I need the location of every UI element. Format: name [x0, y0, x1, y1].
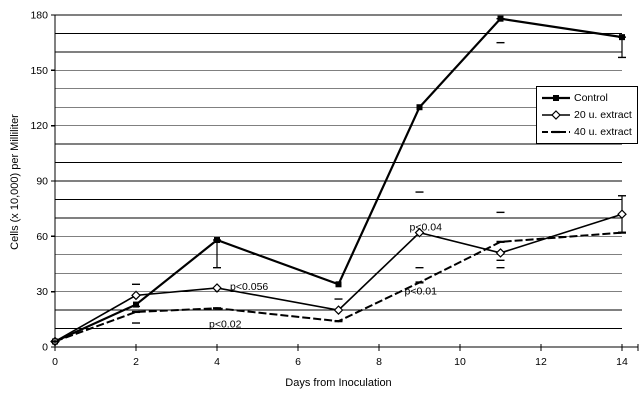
marker-open-diamond — [131, 290, 141, 301]
x-tick-label: 2 — [133, 356, 139, 368]
legend-swatch-control-icon — [542, 95, 570, 101]
annotation-p-value: p<0.02 — [209, 318, 242, 330]
marker-filled-square — [335, 281, 342, 288]
y-axis-title: Cells (x 10,000) per Milliliter — [9, 114, 21, 250]
x-tick-label: 14 — [616, 356, 628, 368]
marker-open-diamond — [495, 248, 506, 258]
legend-label-40u-extract: 40 u. extract — [574, 125, 632, 138]
x-tick-label: 10 — [454, 356, 466, 368]
y-tick-label: 150 — [30, 65, 48, 77]
series-markers-20u — [50, 209, 627, 347]
x-tick-label: 6 — [295, 356, 301, 368]
legend-swatch-40u-icon — [542, 130, 570, 134]
y-tick-label: 0 — [42, 342, 48, 354]
series-line-20u — [54, 213, 623, 343]
y-tick-label: 60 — [36, 231, 48, 243]
series-line-control — [54, 17, 623, 343]
legend-label-control: Control — [574, 91, 608, 104]
marker-filled-square — [619, 34, 625, 41]
annotation-p-value: p<0.056 — [230, 281, 268, 293]
y-tick-label: 30 — [36, 286, 48, 298]
marker-filled-square — [133, 301, 139, 308]
marker-filled-square — [553, 95, 559, 101]
marker-open-diamond — [414, 227, 425, 238]
legend-item-40u-extract: 40 u. extract — [537, 126, 637, 138]
x-tick-label: 0 — [52, 356, 58, 368]
y-tick-label: 90 — [36, 176, 48, 188]
marker-filled-square — [214, 237, 220, 244]
legend-label-20u-extract: 20 u. extract — [574, 108, 632, 121]
marker-filled-square — [416, 104, 423, 111]
x-axis-title: Days from Inoculation — [285, 377, 392, 389]
marker-open-diamond — [333, 305, 344, 315]
marker-open-diamond — [617, 209, 627, 220]
series-markers-40u — [51, 231, 626, 343]
annotation-p-value: p<0.01 — [405, 285, 438, 297]
y-tick-label: 120 — [30, 120, 48, 132]
legend-box: Control 20 u. extract 40 u. extract — [536, 86, 638, 144]
legend-item-20u-extract: 20 u. extract — [537, 109, 637, 121]
y-tick-label: 180 — [30, 10, 48, 22]
legend-item-control: Control — [537, 92, 637, 104]
legend-swatch-20u-icon — [542, 110, 570, 120]
marker-filled-square — [497, 15, 504, 22]
x-tick-label: 12 — [535, 356, 547, 368]
annotation-p-value: p<0.04 — [410, 222, 443, 234]
marker-open-diamond — [551, 110, 561, 120]
x-tick-label: 4 — [214, 356, 220, 368]
x-tick-label: 8 — [376, 356, 382, 368]
marker-open-diamond — [212, 283, 222, 293]
